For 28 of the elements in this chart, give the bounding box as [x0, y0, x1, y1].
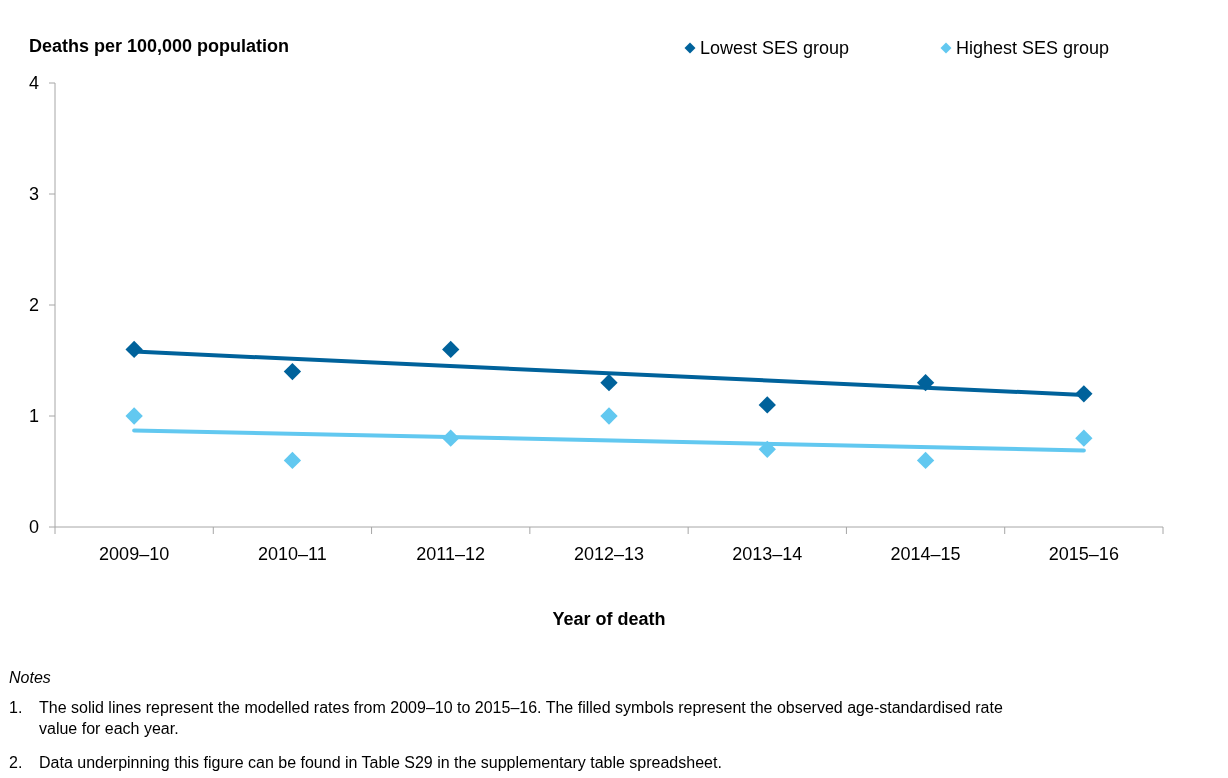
point — [600, 374, 618, 392]
y-tick-label: 1 — [28, 406, 40, 427]
point — [1075, 429, 1093, 447]
text: 1. The solid lines represent the modelled rates from 2009–10 to 2015–16. The filled symbols represent the observed age-standardised rate value for each year. — [9, 699, 1003, 737]
point — [600, 407, 618, 425]
y-tick-label: 2 — [28, 295, 40, 316]
x-tick-label: 2013–14 — [732, 544, 803, 564]
y-tick-label: 4 — [28, 73, 40, 94]
point — [283, 362, 302, 381]
text: 2. Data underpinning this figure can be found in Table S29 in the supplementary table spreadsheet. — [9, 754, 722, 771]
legend-label: Highest SES group — [956, 38, 1110, 59]
x-tick-label: 2009–10 — [99, 544, 170, 564]
y-tick-label: 3 — [28, 184, 40, 205]
x-tick-label: 2015–16 — [1048, 544, 1119, 564]
point — [442, 340, 460, 359]
x-tick-label: 2011–12 — [416, 544, 486, 564]
point — [758, 396, 776, 414]
text: Notes — [9, 669, 51, 686]
x-tick-label: 2010–11 — [258, 544, 327, 564]
x-tick-label: 2014–15 — [890, 544, 961, 564]
legend-label: Lowest SES group — [700, 38, 850, 59]
point — [283, 451, 302, 470]
y-tick-label: 0 — [28, 517, 40, 538]
x-tick-label: 2012–13 — [573, 544, 645, 564]
point — [125, 407, 143, 425]
point — [916, 451, 935, 470]
x-axis-title: Year of death — [552, 609, 666, 629]
y-axis-title: Deaths per 100,000 population — [29, 36, 290, 56]
